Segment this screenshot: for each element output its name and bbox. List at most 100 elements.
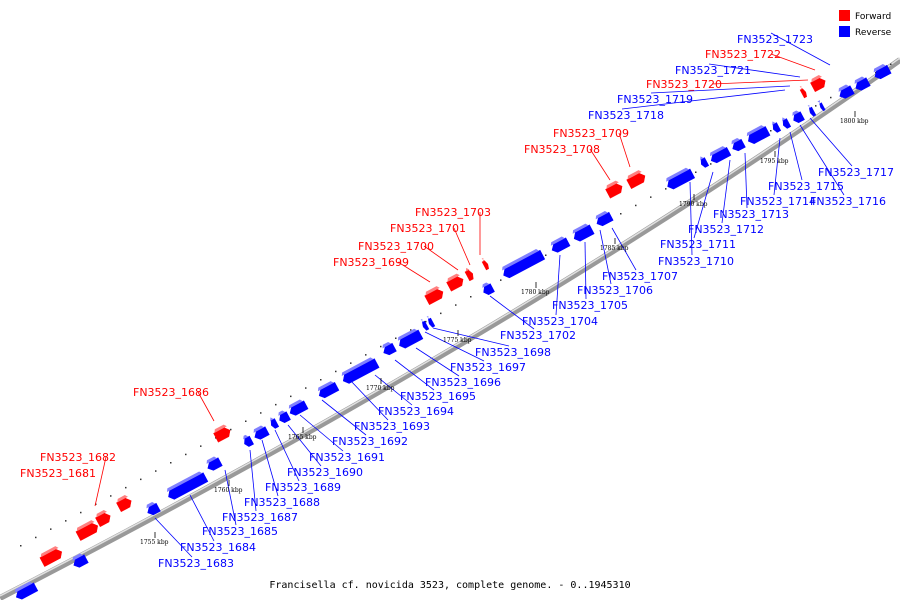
gene-label: FN3523_1721	[675, 64, 751, 77]
leader-line	[197, 391, 215, 422]
gene-box	[207, 457, 223, 471]
gene-box-top	[666, 167, 690, 182]
gene-box-top	[15, 581, 33, 593]
position-dot	[350, 362, 352, 364]
position-dot	[185, 453, 187, 456]
gene-label: FN3523_1693	[354, 420, 430, 433]
leader-line	[453, 227, 471, 266]
position-dot	[200, 445, 202, 447]
gene-box-top	[572, 223, 589, 234]
gene-box	[213, 427, 231, 443]
gene-label: FN3523_1687	[222, 511, 298, 524]
gene-feature	[666, 167, 696, 190]
gene-box	[809, 106, 817, 117]
position-dot	[395, 337, 397, 339]
position-dot	[545, 254, 547, 256]
gene-box-top	[420, 318, 424, 323]
position-dot	[425, 320, 427, 323]
leader-line	[287, 424, 322, 467]
gene-box-top	[166, 471, 203, 492]
gene-box-top	[873, 64, 887, 73]
position-dot	[815, 105, 817, 107]
kbp-label: 1785 kbp	[600, 245, 629, 252]
gene-label: FN3523_1689	[265, 481, 341, 494]
gene-label: FN3523_1701	[390, 222, 466, 235]
gene-box	[147, 502, 161, 516]
gene-label: FN3523_1694	[378, 405, 454, 418]
gene-feature	[873, 64, 892, 80]
legend-reverse-label: Reverse	[855, 28, 892, 38]
gene-box-top	[425, 286, 440, 296]
gene-box	[446, 276, 464, 292]
position-dot	[455, 304, 457, 306]
gene-label: FN3523_1723	[737, 33, 813, 46]
position-dot	[830, 96, 832, 99]
gene-feature	[146, 501, 161, 516]
position-dot	[665, 188, 667, 190]
kbp-label: 1780 kbp	[521, 289, 550, 296]
gene-label: FN3523_1690	[287, 466, 363, 479]
gene-label: FN3523_1688	[244, 496, 320, 509]
gene-feature	[270, 417, 280, 429]
leader-line	[689, 181, 693, 256]
leader-line	[708, 63, 801, 78]
gene-feature	[213, 424, 231, 443]
gene-box-top	[270, 417, 274, 421]
leader-line	[789, 131, 803, 181]
gene-box	[855, 77, 871, 91]
leader-line	[415, 347, 460, 377]
gene-box	[254, 426, 270, 440]
gene-box-top	[214, 424, 227, 433]
kbp-label: 1775 kbp	[443, 337, 472, 344]
leader-line	[770, 53, 816, 71]
gene-label: FN3523_1681	[20, 467, 96, 480]
position-dot	[890, 63, 892, 66]
legend-reverse-swatch	[839, 26, 850, 37]
gene-label: FN3523_1697	[450, 361, 526, 374]
leader-line	[584, 241, 587, 300]
leader-line	[770, 32, 831, 66]
gene-box-top	[317, 381, 334, 392]
gene-label: FN3523_1719	[617, 93, 693, 106]
position-dot	[650, 196, 652, 198]
gene-feature	[75, 520, 98, 541]
kbp-labels: 1755 kbp 1760 kbp 1765 kbp 1770 kbp 1775 kbp…	[140, 111, 869, 546]
gene-box	[244, 435, 254, 447]
position-dot	[770, 130, 772, 132]
position-dot	[260, 412, 262, 414]
leader-line	[154, 517, 193, 558]
leader-line	[599, 229, 612, 285]
gene-labels: FN3523_1681 FN3523_1682 FN3523_1686 FN3523_…	[20, 33, 894, 570]
gene-box	[424, 288, 444, 305]
position-dot	[410, 329, 412, 331]
gene-feature	[709, 146, 732, 164]
gene-feature	[253, 425, 270, 440]
gene-box-top	[502, 249, 540, 271]
gene-box-top	[792, 110, 800, 116]
gene-label: FN3523_1685	[202, 525, 278, 538]
kbp-label: 1790 kbp	[679, 201, 708, 208]
position-dot	[710, 163, 712, 165]
gene-feature	[166, 471, 209, 500]
gene-feature	[95, 510, 111, 528]
gene-label: FN3523_1706	[577, 284, 653, 297]
leader-line	[423, 245, 459, 271]
position-dot	[500, 279, 502, 281]
leader-line	[349, 379, 389, 421]
gene-box-top	[447, 273, 460, 282]
gene-feature	[317, 381, 340, 399]
gene-label: FN3523_1682	[40, 451, 116, 464]
gene-box-top	[782, 117, 786, 121]
gene-box	[481, 260, 489, 271]
gene-feature	[626, 170, 646, 189]
gene-feature	[799, 85, 807, 99]
gene-box-top	[627, 170, 642, 180]
gene-box-top	[465, 267, 470, 272]
gene-box-top	[709, 146, 726, 157]
gene-label: FN3523_1715	[768, 180, 844, 193]
gene-box-top	[550, 236, 565, 246]
gene-feature	[854, 76, 871, 91]
leader-line	[94, 456, 107, 507]
gene-label: FN3523_1704	[522, 315, 598, 328]
leader-line	[555, 254, 561, 316]
